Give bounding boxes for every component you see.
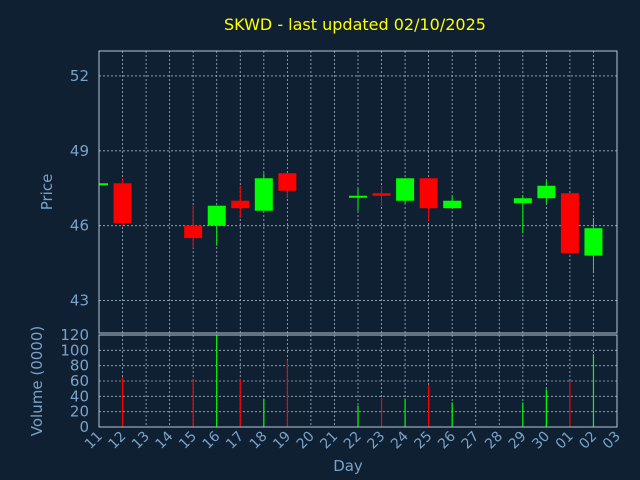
volume-y-tick-label: 40 bbox=[70, 387, 89, 405]
x-tick-label: 23 bbox=[364, 429, 388, 453]
x-tick-label: 28 bbox=[482, 429, 506, 453]
candle-body bbox=[372, 193, 391, 196]
candle bbox=[254, 173, 273, 211]
candle-body bbox=[537, 185, 556, 199]
x-tick-label: 12 bbox=[105, 429, 129, 453]
volume-axis-label: Volume (0000) bbox=[28, 326, 46, 436]
candle-body bbox=[396, 178, 415, 201]
candle-body bbox=[99, 183, 108, 186]
x-tick-label: 03 bbox=[600, 429, 624, 453]
candle bbox=[396, 178, 415, 204]
x-tick-label: 16 bbox=[200, 428, 224, 452]
candle-body bbox=[513, 198, 532, 204]
candles bbox=[99, 173, 603, 274]
candle-body bbox=[184, 225, 203, 239]
candle bbox=[207, 205, 226, 246]
x-tick-label: 18 bbox=[247, 429, 271, 453]
candle-body bbox=[254, 178, 273, 211]
candle bbox=[537, 180, 556, 204]
x-tick-label: 27 bbox=[459, 429, 483, 453]
price-frame bbox=[98, 50, 618, 334]
x-tick-label: 21 bbox=[317, 429, 341, 453]
candle bbox=[278, 173, 297, 199]
candle-body bbox=[419, 178, 438, 209]
candle-body bbox=[278, 173, 297, 191]
x-tick-label: 25 bbox=[412, 429, 436, 453]
x-tick-label: 30 bbox=[529, 429, 553, 453]
x-tick-labels: 11 12 13 14 15 16 17 18 19 20 21 22 23 24 25 26 27 28 29 30… bbox=[82, 428, 624, 452]
candle-body bbox=[113, 183, 132, 224]
x-tick-label: 24 bbox=[388, 428, 412, 452]
x-tick-label: 01 bbox=[553, 429, 577, 453]
candle-body bbox=[584, 228, 603, 256]
price-y-tick-label: 49 bbox=[70, 142, 89, 160]
candle bbox=[99, 183, 108, 186]
candle bbox=[231, 185, 250, 219]
candle bbox=[419, 178, 438, 221]
candle bbox=[443, 195, 462, 209]
volume-y-tick-label: 100 bbox=[60, 341, 89, 359]
price-y-ticks: 43 46 49 52 bbox=[70, 67, 89, 310]
volume-frame bbox=[98, 334, 618, 428]
candle bbox=[184, 205, 203, 249]
volume-y-tick-label: 80 bbox=[70, 357, 89, 375]
price-y-tick-label: 46 bbox=[70, 217, 89, 235]
candle-body bbox=[560, 193, 579, 254]
candle bbox=[372, 185, 391, 206]
x-tick-label: 22 bbox=[341, 429, 365, 453]
candle bbox=[513, 195, 532, 234]
candle bbox=[560, 193, 579, 254]
candle-body bbox=[349, 195, 367, 198]
x-tick-label: 19 bbox=[270, 429, 294, 453]
price-panel: 43 46 49 52 Price bbox=[38, 50, 618, 334]
chart-title: SKWD - last updated 02/10/2025 bbox=[224, 15, 486, 34]
x-tick-label: 20 bbox=[294, 429, 318, 453]
volume-bars bbox=[121, 335, 595, 427]
candle-body bbox=[443, 200, 462, 209]
x-tick-label: 17 bbox=[223, 429, 247, 453]
volume-y-tick-label: 120 bbox=[60, 326, 89, 344]
x-tick-label: 29 bbox=[506, 429, 530, 453]
candle-body bbox=[231, 200, 250, 209]
candle bbox=[113, 178, 132, 226]
price-y-tick-label: 52 bbox=[70, 67, 89, 85]
volume-y-tick-label: 60 bbox=[70, 372, 89, 390]
x-axis-label: Day bbox=[333, 457, 363, 475]
candle bbox=[584, 218, 603, 274]
x-tick-label: 26 bbox=[435, 428, 459, 452]
x-tick-label: 14 bbox=[153, 428, 177, 452]
x-tick-label: 02 bbox=[576, 429, 600, 453]
volume-y-tick-label: 0 bbox=[79, 418, 89, 436]
price-y-tick-label: 43 bbox=[70, 292, 89, 310]
candle-body bbox=[207, 205, 226, 226]
volume-y-tick-label: 20 bbox=[70, 403, 89, 421]
x-tick-label: 15 bbox=[176, 429, 200, 453]
x-tick-label: 13 bbox=[129, 429, 153, 453]
candle bbox=[349, 188, 367, 211]
price-axis-label: Price bbox=[38, 174, 56, 211]
